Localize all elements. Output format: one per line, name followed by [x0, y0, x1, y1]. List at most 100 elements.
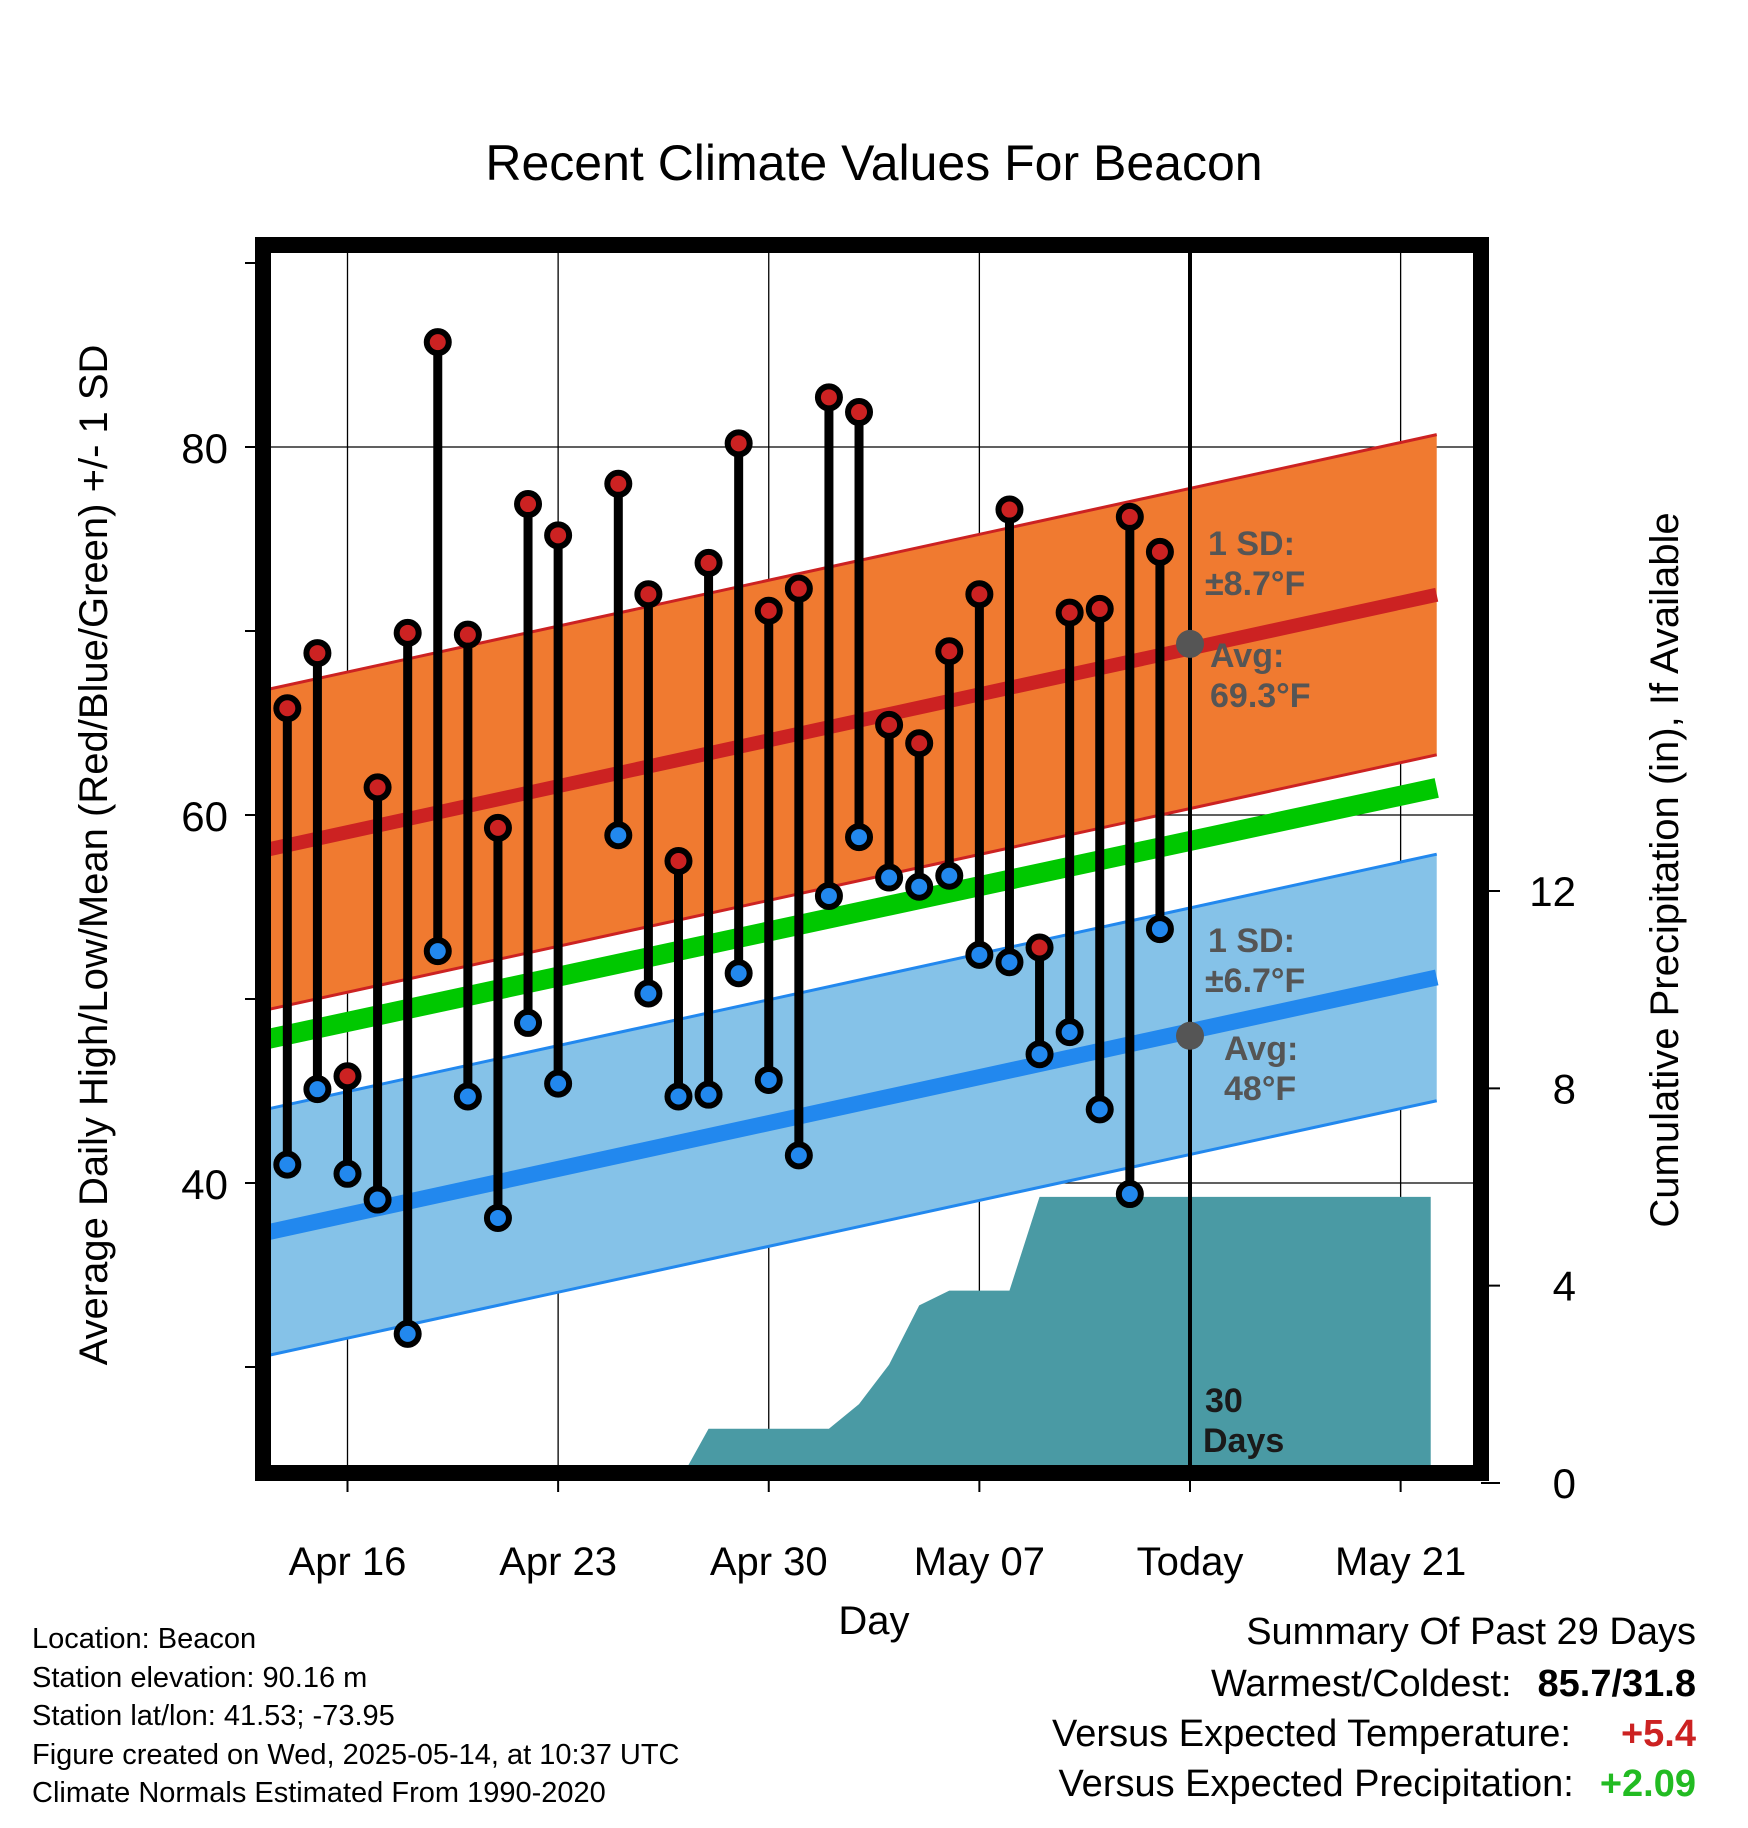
- days-count-label: Days: [1203, 1422, 1284, 1460]
- low-temp-point: [333, 1159, 362, 1188]
- y2-tick-label: 0: [1553, 1460, 1576, 1507]
- low-temp-point: [273, 1150, 302, 1179]
- y-tick-label: 40: [181, 1161, 228, 1208]
- latlon-text: Station lat/lon: 41.53; -73.95: [32, 1700, 395, 1732]
- y-tick-label: 60: [181, 793, 228, 840]
- elevation-text: Station elevation: 90.16 m: [32, 1661, 368, 1694]
- low-sd-value: ±6.7°F: [1205, 962, 1305, 1000]
- high-temp-point: [935, 637, 964, 666]
- low-temp-point: [664, 1082, 693, 1111]
- high-temp-point: [333, 1062, 362, 1091]
- high-temp-point: [544, 521, 573, 550]
- normal-low-line: [263, 969, 1439, 1242]
- low-temp-point: [1145, 915, 1174, 944]
- low-temp-point: [1085, 1095, 1114, 1124]
- low-temp-point: [965, 940, 994, 969]
- temp-value: +5.4: [1620, 1713, 1696, 1755]
- low-temp-point: [544, 1069, 573, 1098]
- high-sd-lower-line: [263, 753, 1438, 1013]
- high-temp-point: [273, 694, 302, 723]
- low-temp-point: [905, 872, 934, 901]
- low-temp-point: [363, 1185, 392, 1214]
- x-tick-label: Apr 30: [710, 1540, 828, 1584]
- low-temp-point: [995, 948, 1024, 977]
- high-temp-point: [1085, 594, 1114, 623]
- high-temp-point: [1115, 502, 1144, 531]
- summary-precip: Versus Expected Precipitation: +2.09: [796, 1763, 1696, 1813]
- high-temp-point: [453, 620, 482, 649]
- normal-mean-line: [263, 778, 1439, 1051]
- x-tick-label: May 21: [1335, 1540, 1466, 1584]
- high-temp-point: [814, 383, 843, 412]
- low-temp-point: [1055, 1018, 1084, 1047]
- low-sd-upper-line: [263, 852, 1438, 1112]
- high-sd-value: ±8.7°F: [1205, 565, 1305, 603]
- low-temp-point: [1025, 1040, 1054, 1069]
- axes: 40 60 80 0 4 8 12 Apr 16 Apr 23 Apr 30 May 07 Today…: [181, 262, 1576, 1584]
- high-temp-point: [483, 813, 512, 842]
- low-sd-lower-line: [263, 1099, 1438, 1359]
- low-temp-point: [303, 1075, 332, 1104]
- low-temp-point: [784, 1141, 813, 1170]
- y-tick-label: 80: [181, 425, 228, 472]
- high-temp-point: [754, 596, 783, 625]
- low-temp-point: [694, 1080, 723, 1109]
- high-temp-point: [664, 847, 693, 875]
- high-temp-point: [514, 490, 543, 519]
- plot-frame: [255, 237, 1489, 1481]
- high-temp-point: [1025, 933, 1054, 962]
- low-temp-point: [423, 937, 452, 966]
- high-avg-label: Avg:: [1210, 637, 1284, 675]
- summary-title: Summary Of Past 29 Days: [796, 1611, 1696, 1663]
- days-count-number: 30: [1205, 1382, 1243, 1420]
- normals-text: Climate Normals Estimated From 1990-2020: [32, 1777, 606, 1809]
- low-temp-point: [604, 821, 633, 850]
- today-line: [1176, 245, 1204, 1473]
- low-temp-point: [634, 979, 663, 1008]
- low-temp-point: [453, 1082, 482, 1111]
- low-sd-label: 1 SD:: [1208, 922, 1295, 960]
- high-sd-upper-line: [263, 433, 1438, 692]
- x-tick-label: Apr 23: [499, 1540, 617, 1584]
- precipitation-fill: [684, 1196, 1431, 1473]
- low-temp-point: [814, 881, 843, 910]
- today-low-avg-marker: [1176, 1021, 1204, 1050]
- created-text: Figure created on Wed, 2025-05-14, at 10…: [32, 1738, 680, 1771]
- y2-axis-label: Cumulative Precipitation (in), If Availa…: [1643, 512, 1687, 1227]
- location-text: Location: Beacon: [32, 1623, 257, 1655]
- x-tick-label: Apr 16: [289, 1540, 407, 1584]
- chart-title: Recent Climate Values For Beacon: [485, 135, 1262, 191]
- y2-tick-label: 12: [1529, 868, 1576, 915]
- temp-label: Versus Expected Temperature:: [1052, 1713, 1571, 1755]
- high-sd-label: 1 SD:: [1208, 525, 1295, 563]
- station-info: Location: Beacon Station elevation: 90.1…: [32, 1620, 680, 1813]
- observed-temperatures: [273, 328, 1174, 1348]
- high-temp-point: [634, 580, 663, 609]
- low-temp-point: [875, 863, 904, 892]
- warm-cold-label: Warmest/Coldest:: [1210, 1663, 1512, 1705]
- y2-tick-label: 4: [1553, 1263, 1576, 1310]
- high-temp-point: [875, 710, 904, 739]
- high-temp-point: [423, 328, 452, 357]
- precip-value: +2.09: [1599, 1763, 1696, 1805]
- high-temp-point: [905, 729, 934, 758]
- x-axis-label: Day: [838, 1599, 909, 1643]
- today-high-avg-marker: [1176, 629, 1204, 658]
- high-temp-point: [604, 469, 633, 498]
- plot-area: [263, 245, 1481, 1473]
- summary-temp: Versus Expected Temperature: +5.4: [796, 1713, 1696, 1763]
- low-temp-point: [724, 959, 753, 988]
- high-temp-point: [1055, 598, 1084, 627]
- precipitation-area: [684, 1196, 1431, 1473]
- high-temp-point: [845, 398, 874, 427]
- high-temp-point: [1145, 537, 1174, 566]
- summary-warm-cold: Warmest/Coldest: 85.7/31.8: [796, 1663, 1696, 1713]
- y2-tick-label: 8: [1553, 1065, 1576, 1112]
- high-temp-point: [784, 574, 813, 603]
- low-temp-point: [754, 1065, 783, 1094]
- low-temp-point: [845, 823, 874, 852]
- warm-cold-value: 85.7/31.8: [1537, 1663, 1696, 1705]
- high-avg-value: 69.3°F: [1210, 677, 1311, 715]
